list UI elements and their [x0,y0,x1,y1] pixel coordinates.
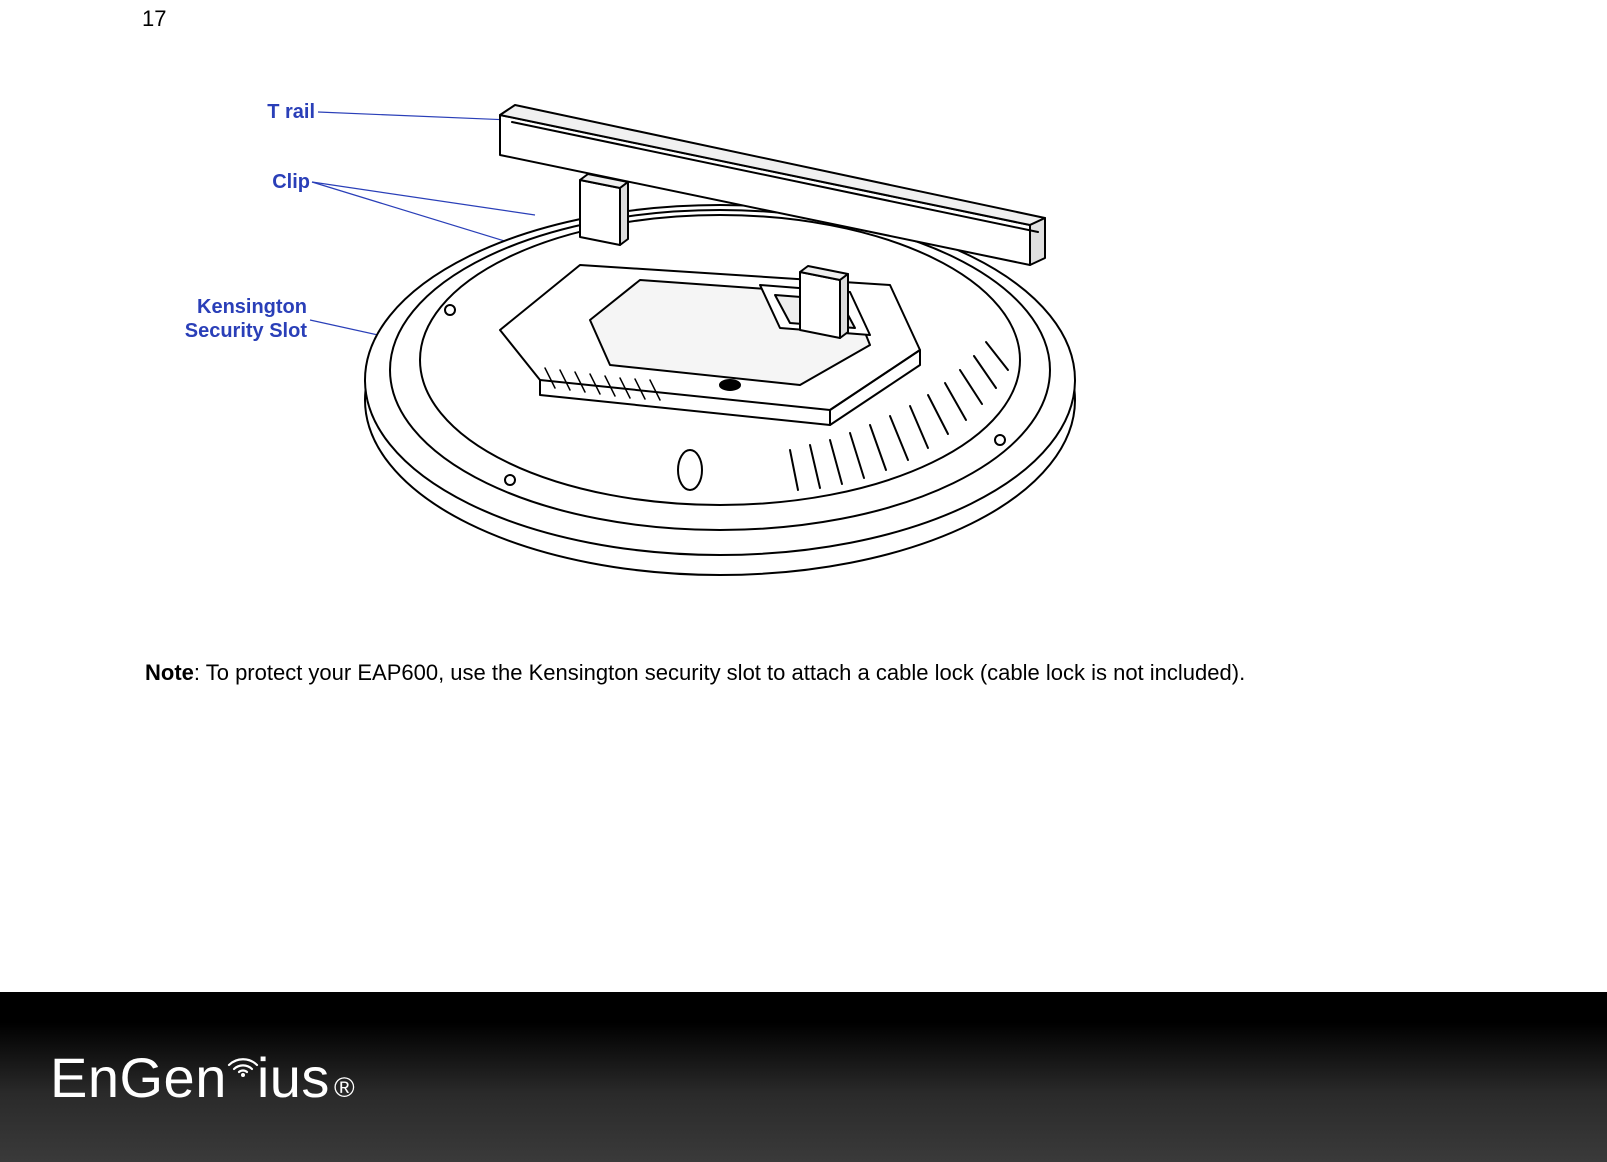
device-illustration [330,70,1100,590]
note-label: Note [145,660,194,685]
brand-logo: EnGen ius® [50,1045,355,1110]
page-number: 17 [142,6,166,32]
note-body: : To protect your EAP600, use the Kensin… [194,660,1245,685]
device-diagram: T rail Clip Kensington Security Slot [200,70,1100,590]
note-text: Note: To protect your EAP600, use the Ke… [145,660,1245,686]
brand-en: EnGen [50,1045,227,1110]
footer-bar: EnGen ius® [0,992,1607,1162]
registered-mark: ® [334,1072,355,1104]
wifi-icon [223,1027,263,1067]
brand-ius: ius [257,1045,330,1110]
